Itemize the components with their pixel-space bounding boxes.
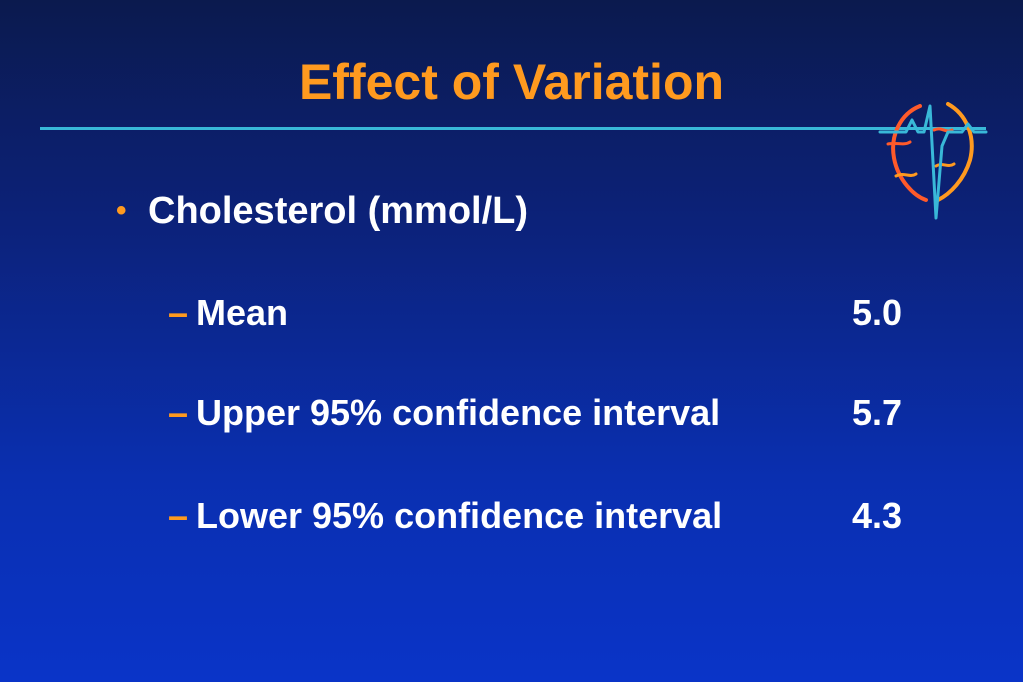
bullet-text: Cholesterol (mmol/L) — [148, 190, 529, 232]
sub-item-label: Upper 95% confidence interval — [196, 392, 721, 433]
sub-item-value: 5.7 — [851, 392, 902, 433]
title-divider — [40, 127, 986, 130]
bullet-marker: • — [116, 194, 127, 227]
sub-item-label: Mean — [196, 292, 289, 333]
sub-item-value: 4.3 — [851, 495, 902, 536]
sub-item-mean: – Mean 5.0 — [168, 291, 908, 335]
dash-marker: – — [168, 292, 189, 333]
dash-marker: – — [168, 495, 189, 536]
sub-item-upper-ci: – Upper 95% confidence interval 5.7 — [168, 391, 908, 435]
dash-marker: – — [168, 392, 189, 433]
bullet-cholesterol: • Cholesterol (mmol/L) — [116, 186, 528, 236]
slide-title: Effect of Variation — [298, 54, 725, 110]
sub-item-lower-ci: – Lower 95% confidence interval 4.3 — [168, 494, 908, 538]
sub-item-label: Lower 95% confidence interval — [196, 495, 723, 536]
ecg-heart-logo-icon — [878, 102, 988, 220]
sub-item-value: 5.0 — [851, 292, 902, 333]
